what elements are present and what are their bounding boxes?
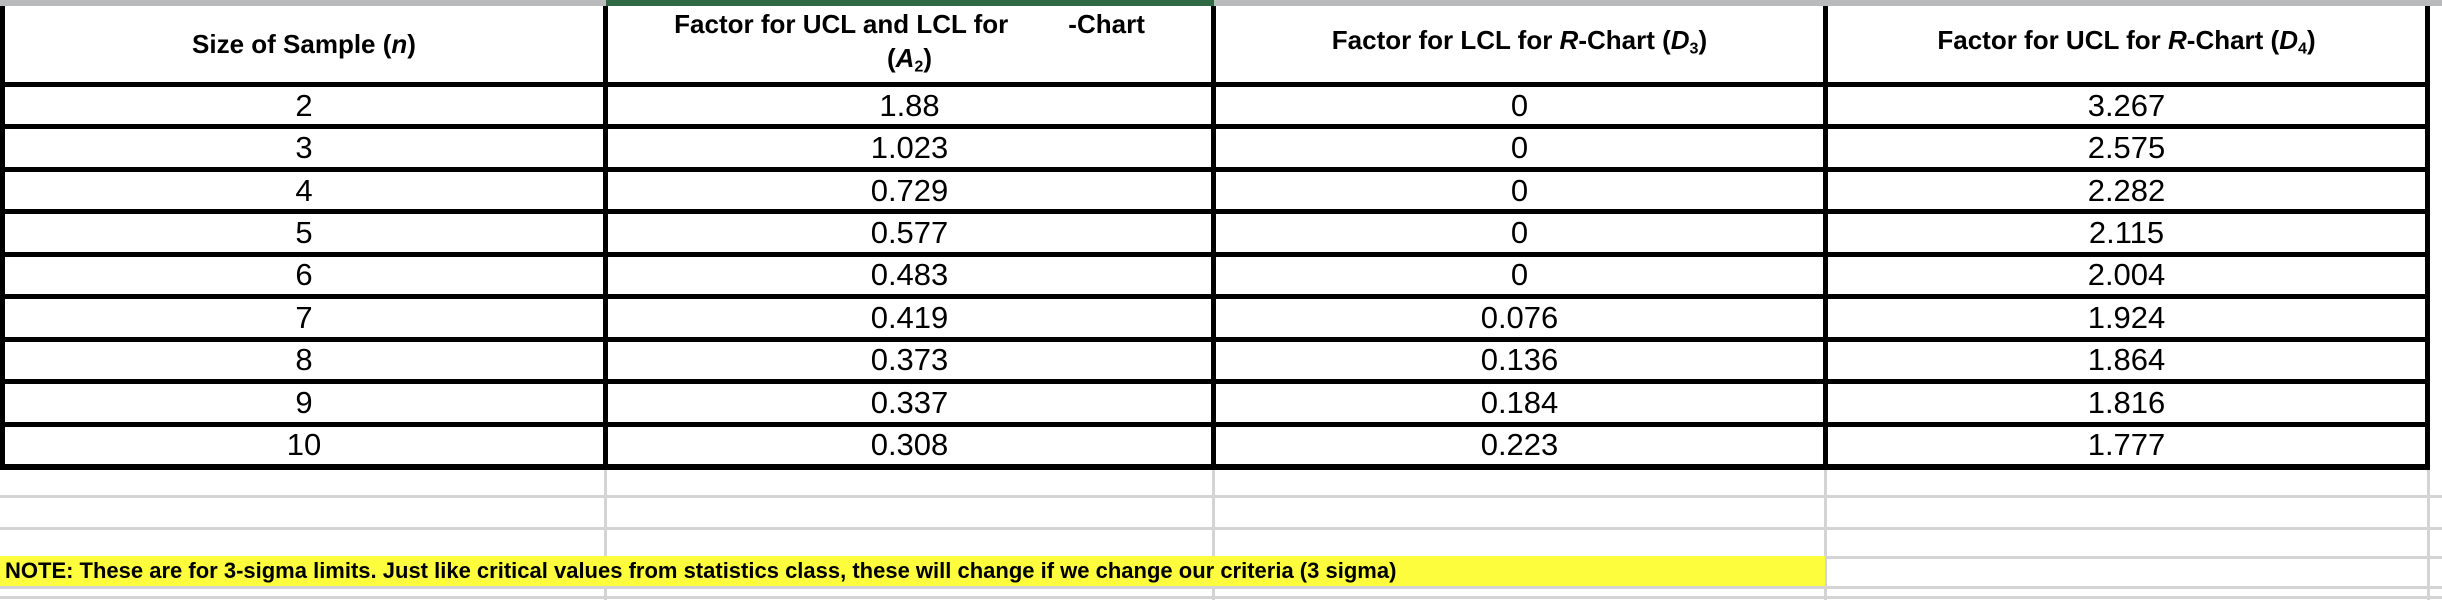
cell-d4[interactable]: 2.004 (1828, 256, 2425, 295)
cell-n[interactable]: 7 (5, 299, 603, 337)
gridline (1212, 470, 1215, 600)
cell-n[interactable]: 8 (5, 341, 603, 380)
header-d3-factor[interactable]: Factor for LCL for R-Chart (D3) (1216, 6, 1823, 82)
cutoff-row-strip (0, 0, 2442, 6)
cell-d3[interactable]: 0 (1216, 129, 1823, 167)
cell-d4[interactable]: 1.864 (1828, 341, 2425, 380)
cell-d3[interactable]: 0 (1216, 256, 1823, 295)
gridline (1824, 470, 1827, 600)
cell-a2[interactable]: 0.483 (608, 256, 1211, 295)
cell-d4[interactable]: 1.777 (1828, 426, 2425, 464)
gridline (0, 586, 2442, 589)
cell-d4[interactable]: 1.816 (1828, 384, 2425, 422)
cell-a2[interactable]: 0.577 (608, 214, 1211, 252)
header-a2-factor[interactable]: Factor for UCL and LCL for -Chart (A2) (608, 6, 1211, 82)
cell-d4[interactable]: 2.282 (1828, 171, 2425, 210)
gridline (0, 527, 2442, 530)
cell-d3[interactable]: 0 (1216, 214, 1823, 252)
gridline (0, 495, 2442, 498)
header-a2-line1: Factor for UCL and LCL for -Chart (674, 8, 1145, 39)
cell-n[interactable]: 9 (5, 384, 603, 422)
header-d3-label: Factor for LCL for R-Chart (D3) (1331, 24, 1708, 58)
cell-d4[interactable]: 2.575 (1828, 129, 2425, 167)
header-a2-line2: (A2) (886, 42, 933, 76)
cell-d3[interactable]: 0.076 (1216, 299, 1823, 337)
cell-a2[interactable]: 1.88 (608, 87, 1211, 125)
cell-n[interactable]: 5 (5, 214, 603, 252)
cell-d4[interactable]: 1.924 (1828, 299, 2425, 337)
cell-n[interactable]: 3 (5, 129, 603, 167)
cell-d4[interactable]: 3.267 (1828, 87, 2425, 125)
header-green-top-border (606, 0, 1214, 6)
note-cell[interactable]: NOTE: These are for 3-sigma limits. Just… (0, 556, 1825, 586)
cell-n[interactable]: 6 (5, 256, 603, 295)
cell-a2[interactable]: 1.023 (608, 129, 1211, 167)
cell-a2[interactable]: 0.308 (608, 426, 1211, 464)
cell-d3[interactable]: 0 (1216, 171, 1823, 210)
gridline (604, 470, 607, 600)
control-chart-factors-table: Size of Sample (n) Factor for UCL and LC… (0, 6, 2430, 470)
header-d4-factor[interactable]: Factor for UCL for R-Chart (D4) (1828, 6, 2425, 82)
cell-d3[interactable]: 0.136 (1216, 341, 1823, 380)
cell-n[interactable]: 10 (5, 426, 603, 464)
note-text: NOTE: These are for 3-sigma limits. Just… (5, 558, 1397, 583)
cell-d4[interactable]: 2.115 (1828, 214, 2425, 252)
cell-a2[interactable]: 0.373 (608, 341, 1211, 380)
header-d4-label: Factor for UCL for R-Chart (D4) (1937, 24, 2316, 58)
gridline (2427, 470, 2430, 600)
gridline (0, 596, 2442, 599)
cell-a2[interactable]: 0.729 (608, 171, 1211, 210)
header-sample-size-label: Size of Sample (n) (192, 29, 416, 59)
cell-n[interactable]: 2 (5, 87, 603, 125)
cell-a2[interactable]: 0.419 (608, 299, 1211, 337)
cell-a2[interactable]: 0.337 (608, 384, 1211, 422)
header-sample-size[interactable]: Size of Sample (n) (5, 6, 603, 82)
cell-d3[interactable]: 0.223 (1216, 426, 1823, 464)
cell-d3[interactable]: 0.184 (1216, 384, 1823, 422)
cell-n[interactable]: 4 (5, 171, 603, 210)
cell-d3[interactable]: 0 (1216, 87, 1823, 125)
